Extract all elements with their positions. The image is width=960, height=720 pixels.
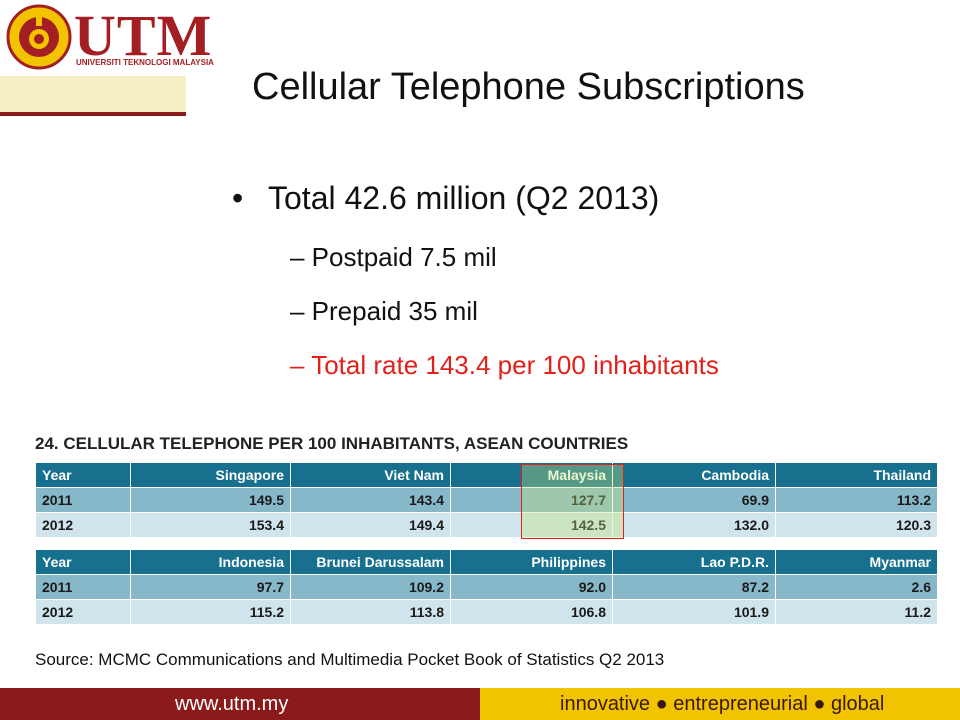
table-cell: 127.7 — [450, 487, 613, 513]
table-cell: 113.2 — [775, 487, 938, 513]
table-cell: Year — [35, 462, 131, 488]
table-cell: Malaysia — [450, 462, 613, 488]
table-cell: 101.9 — [612, 599, 776, 625]
table-row: Year Singapore Viet Nam Malaysia Cambodia Tha… — [35, 462, 938, 488]
sub-bullet: – Postpaid 7.5 mil — [290, 242, 497, 272]
table-cell: Viet Nam — [290, 462, 451, 488]
table-cell: 132.0 — [612, 512, 776, 538]
bullet: Total 42.6 million (Q2 2013) — [268, 180, 660, 216]
logo-emblem — [6, 4, 72, 70]
table-cell: 106.8 — [450, 599, 613, 625]
table-cell: Indonesia — [130, 549, 291, 575]
logo-text: UTM — [74, 3, 213, 68]
table-cell: 92.0 — [450, 574, 613, 600]
source-note: Source: MCMC Communications and Multimed… — [35, 650, 665, 669]
logo-subtitle: UNIVERSITI TEKNOLOGI MALAYSIA — [76, 58, 214, 67]
footer-left — [0, 688, 480, 720]
table-cell: 143.4 — [290, 487, 451, 513]
table-cell: Lao P.D.R. — [612, 549, 776, 575]
table-cell: Myanmar — [775, 549, 938, 575]
table-cell: 2012 — [35, 599, 131, 625]
sub-bullet: – Total rate 143.4 per 100 inhabitants — [290, 350, 719, 380]
table-cell: 69.9 — [612, 487, 776, 513]
sub-bullet: – Prepaid 35 mil — [290, 296, 478, 326]
table-cell: 142.5 — [450, 512, 613, 538]
data-table: Year Indonesia Brunei Darussalam Philippine… — [35, 549, 938, 625]
footer-motto: innovative ● entrepreneurial ● global — [560, 693, 885, 715]
logo-band — [0, 76, 186, 116]
data-table: Year Singapore Viet Nam Malaysia Cambodia Tha… — [35, 462, 938, 538]
table-cell: Thailand — [775, 462, 938, 488]
table-row: 2012 115.2 113.8 106.8 101.9 11.2 — [35, 599, 938, 625]
table-cell: 87.2 — [612, 574, 776, 600]
table-cell: 149.4 — [290, 512, 451, 538]
table-cell: 153.4 — [130, 512, 291, 538]
table-cell: 109.2 — [290, 574, 451, 600]
table-row: 2012 153.4 149.4 142.5 132.0 120.3 — [35, 512, 938, 538]
table-cell: Year — [35, 549, 131, 575]
table-cell: Singapore — [130, 462, 291, 488]
table-cell: Cambodia — [612, 462, 776, 488]
table-cell: 149.5 — [130, 487, 291, 513]
table-cell: 97.7 — [130, 574, 291, 600]
table-cell: 11.2 — [775, 599, 938, 625]
table-row: 2011 149.5 143.4 127.7 69.9 113.2 — [35, 487, 938, 513]
table-cell: 2011 — [35, 574, 131, 600]
footer-url: www.utm.my — [175, 693, 289, 715]
footer-right — [480, 688, 960, 720]
table-cell: 2.6 — [775, 574, 938, 600]
table-title: 24. CELLULAR TELEPHONE PER 100 INHABITAN… — [35, 434, 629, 453]
table-cell: Brunei Darussalam — [290, 549, 451, 575]
highlight-box — [521, 464, 624, 539]
table-cell: Philippines — [450, 549, 613, 575]
table-cell: 113.8 — [290, 599, 451, 625]
slide-title: Cellular Telephone Subscriptions — [252, 66, 805, 108]
table-cell: 115.2 — [130, 599, 291, 625]
bullet-dot: • — [232, 180, 244, 216]
table-cell: 2011 — [35, 487, 131, 513]
table-row: 2011 97.7 109.2 92.0 87.2 2.6 — [35, 574, 938, 600]
table-cell: 120.3 — [775, 512, 938, 538]
table-cell: 2012 — [35, 512, 131, 538]
table-row: Year Indonesia Brunei Darussalam Philippine… — [35, 549, 938, 575]
